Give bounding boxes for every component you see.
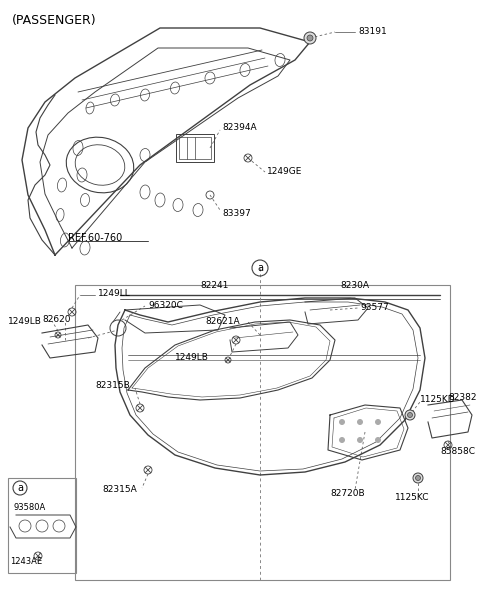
Circle shape [339, 437, 345, 443]
Circle shape [413, 473, 423, 483]
Text: REF.60-760: REF.60-760 [68, 233, 122, 243]
Text: 1243AE: 1243AE [10, 558, 42, 566]
Circle shape [357, 437, 363, 443]
Bar [75, 285, 450, 580]
Text: 1249GE: 1249GE [267, 168, 302, 177]
Text: 93580A: 93580A [14, 504, 46, 513]
Text: 1249LL: 1249LL [98, 288, 131, 297]
Text: 1249LB: 1249LB [175, 353, 209, 362]
Bar [176, 134, 214, 162]
Circle shape [357, 419, 363, 425]
Text: 93577: 93577 [360, 303, 389, 312]
Circle shape [375, 419, 381, 425]
Circle shape [405, 410, 415, 420]
Text: 82720B: 82720B [330, 488, 365, 497]
Text: 83191: 83191 [358, 28, 387, 37]
Circle shape [307, 35, 313, 41]
Text: 82315A: 82315A [102, 485, 137, 494]
Text: 85858C: 85858C [440, 447, 475, 456]
Text: a: a [17, 483, 23, 493]
Circle shape [408, 412, 412, 417]
Bar [179, 137, 211, 159]
Text: 1125KC: 1125KC [395, 493, 430, 502]
Text: 1249LB: 1249LB [8, 317, 42, 326]
Text: 83397: 83397 [222, 209, 251, 218]
Text: 82621A: 82621A [205, 317, 240, 326]
Text: (PASSENGER): (PASSENGER) [12, 14, 96, 27]
Text: 82382: 82382 [448, 394, 477, 402]
Circle shape [339, 419, 345, 425]
Circle shape [304, 32, 316, 44]
Text: a: a [257, 263, 263, 273]
Text: 96320C: 96320C [148, 300, 183, 309]
Text: 82241: 82241 [200, 280, 228, 289]
Text: 8230A: 8230A [340, 280, 369, 289]
Text: 82394A: 82394A [222, 124, 257, 133]
Text: 82620: 82620 [42, 315, 71, 324]
Circle shape [375, 437, 381, 443]
Bar [8, 478, 76, 573]
Circle shape [416, 476, 420, 481]
Text: 82315B: 82315B [95, 382, 130, 391]
Text: 1125KD: 1125KD [420, 396, 456, 405]
